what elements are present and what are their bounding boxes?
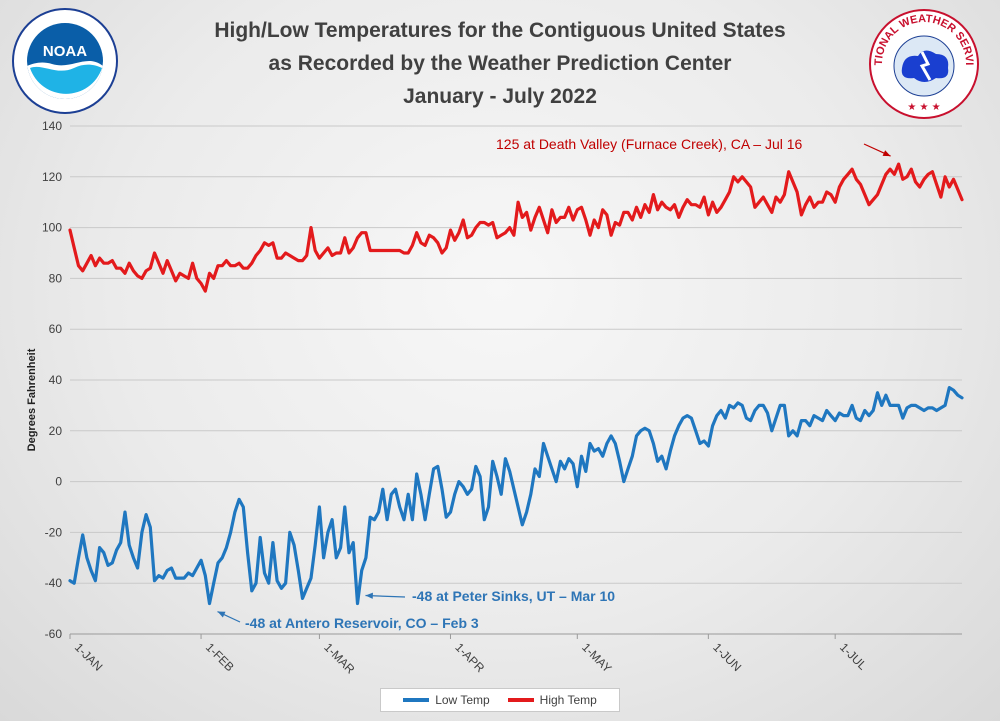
low-temp-line xyxy=(68,386,964,606)
chart-title-line-1: High/Low Temperatures for the Contiguous… xyxy=(214,19,786,42)
x-tick-label: 1-JUL xyxy=(837,640,870,673)
y-tick-label: 40 xyxy=(49,373,63,387)
svg-text:★ ★ ★: ★ ★ ★ xyxy=(907,102,940,113)
y-tick-label: 100 xyxy=(42,221,62,235)
annotation-death-valley-text: 125 at Death Valley (Furnace Creek), CA … xyxy=(496,136,803,152)
chart-title: High/Low Temperatures for the Contiguous… xyxy=(150,14,850,113)
legend-swatch-high xyxy=(507,698,534,702)
x-tick-label: 1-APR xyxy=(452,640,487,675)
legend-swatch-low xyxy=(403,698,430,702)
x-tick-label: 1-MAR xyxy=(321,640,358,677)
y-tick-label: 20 xyxy=(49,424,63,438)
y-tick-label: 120 xyxy=(42,170,62,184)
legend-label-high: High Temp xyxy=(539,693,597,707)
y-tick-label: 0 xyxy=(55,475,62,489)
x-tick-label: 1-MAY xyxy=(579,640,614,675)
annotation-antero-reservoir-text: -48 at Antero Reservoir, CO – Feb 3 xyxy=(245,615,479,631)
annotation-antero-reservoir-arrowhead xyxy=(217,611,226,618)
y-axis: -60 -40 -20 0 20 40 60 80 100 120 140 xyxy=(42,119,62,641)
nws-logo-icon: NATIONAL WEATHER SERVICE ★ ★ ★ xyxy=(868,8,979,119)
legend: Low Temp High Temp xyxy=(380,688,620,712)
annotations: 125 at Death Valley (Furnace Creek), CA … xyxy=(217,136,891,631)
y-tick-label: -40 xyxy=(45,576,63,590)
y-axis-label: Degrees Fahrenheit xyxy=(26,348,38,451)
annotation-peter-sinks-arrowhead xyxy=(365,592,373,599)
y-tick-label: 80 xyxy=(49,271,63,285)
y-tick-label: -60 xyxy=(45,627,63,641)
gridlines xyxy=(70,125,962,635)
y-tick-label: 140 xyxy=(42,119,62,133)
legend-label-low: Low Temp xyxy=(435,693,490,707)
series-group xyxy=(68,162,964,606)
noaa-logo-icon: NOAA xyxy=(12,8,118,114)
noaa-logo-text: NOAA xyxy=(43,43,87,60)
x-tick-label: 1-JAN xyxy=(72,640,105,673)
x-tick-label: 1-JUN xyxy=(710,640,744,674)
annotation-peter-sinks-text: -48 at Peter Sinks, UT – Mar 10 xyxy=(412,588,615,604)
y-tick-label: 60 xyxy=(49,322,63,336)
x-tick-label: 1-FEB xyxy=(203,640,237,674)
high-temp-line xyxy=(68,162,964,293)
chart-title-line-2: as Recorded by the Weather Prediction Ce… xyxy=(268,52,732,75)
x-axis: 1-JAN 1-FEB 1-MAR 1-APR 1-MAY 1-JUN 1-JUL xyxy=(69,634,870,677)
y-tick-label: -20 xyxy=(45,525,63,539)
legend-item-low: Low Temp xyxy=(403,693,490,707)
chart-title-line-3: January - July 2022 xyxy=(403,85,597,108)
legend-item-high: High Temp xyxy=(507,693,597,707)
annotation-death-valley-arrowhead xyxy=(882,150,891,157)
